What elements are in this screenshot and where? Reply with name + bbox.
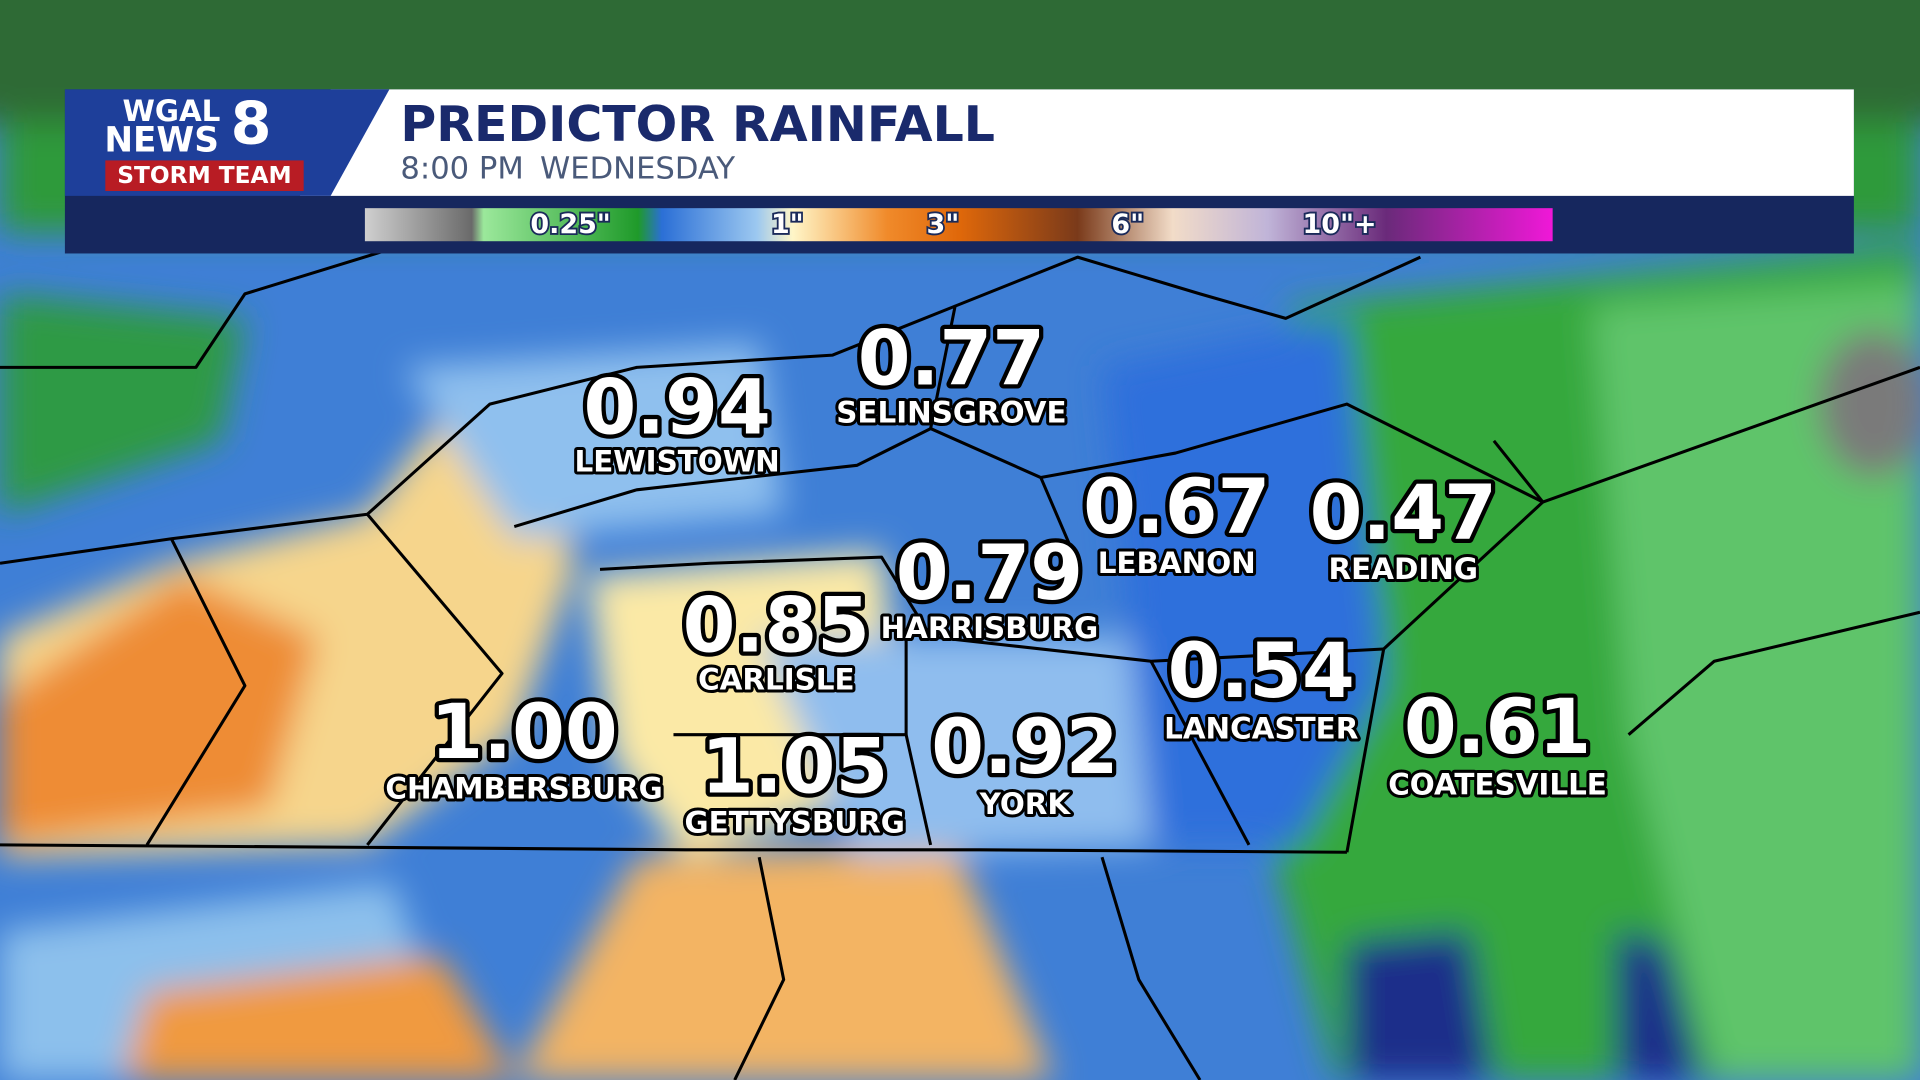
legend-label: 10"+ [1303, 209, 1377, 240]
day: WEDNESDAY [540, 152, 735, 187]
rain-value: 0.77 [858, 315, 1045, 403]
rain-value: 1.05 [701, 722, 888, 810]
header-bar: WGAL NEWS 8 STORM TEAM PREDICTOR RAINFAL… [64, 88, 1854, 254]
logo-station: WGAL [122, 94, 220, 128]
legend: 0.25" 1" 3" 6" 10"+ [529, 207, 1379, 242]
city-name: GETTYSBURG [685, 806, 905, 840]
city-name: SELINSGROVE [836, 395, 1066, 429]
legend-label: 1" [771, 209, 804, 240]
city-name: LEBANON [1098, 546, 1256, 580]
rain-value: 0.67 [1083, 463, 1270, 551]
logo-channel: 8 [231, 88, 272, 157]
legend-label: 0.25" [530, 209, 610, 240]
time: 8:00 PM [400, 152, 523, 187]
rain-value: 0.85 [683, 582, 870, 670]
logo-team: STORM TEAM [117, 162, 291, 189]
city-name: COATESVILLE [1388, 768, 1607, 802]
city-name: HARRISBURG [881, 611, 1099, 645]
rain-value: 1.00 [430, 688, 617, 776]
city-name: READING [1329, 552, 1478, 586]
legend-label: 6" [1111, 209, 1144, 240]
city-name: CHAMBERSBURG [385, 771, 662, 805]
title: PREDICTOR RAINFALL [400, 96, 995, 153]
rain-value: 0.94 [583, 364, 770, 452]
city-name: LANCASTER [1164, 711, 1359, 745]
city-name: CARLISLE [698, 662, 855, 696]
rain-value: 0.61 [1404, 683, 1591, 771]
city-name: YORK [979, 787, 1072, 821]
legend-scale [364, 208, 1553, 242]
logo-news: NEWS [104, 121, 219, 161]
city-name: LEWISTOWN [575, 444, 780, 478]
rain-value: 0.47 [1310, 469, 1497, 557]
legend-label: 3" [926, 209, 959, 240]
rain-value: 0.79 [896, 529, 1083, 617]
rain-value: 0.92 [931, 703, 1118, 791]
rain-value: 0.54 [1168, 627, 1355, 715]
